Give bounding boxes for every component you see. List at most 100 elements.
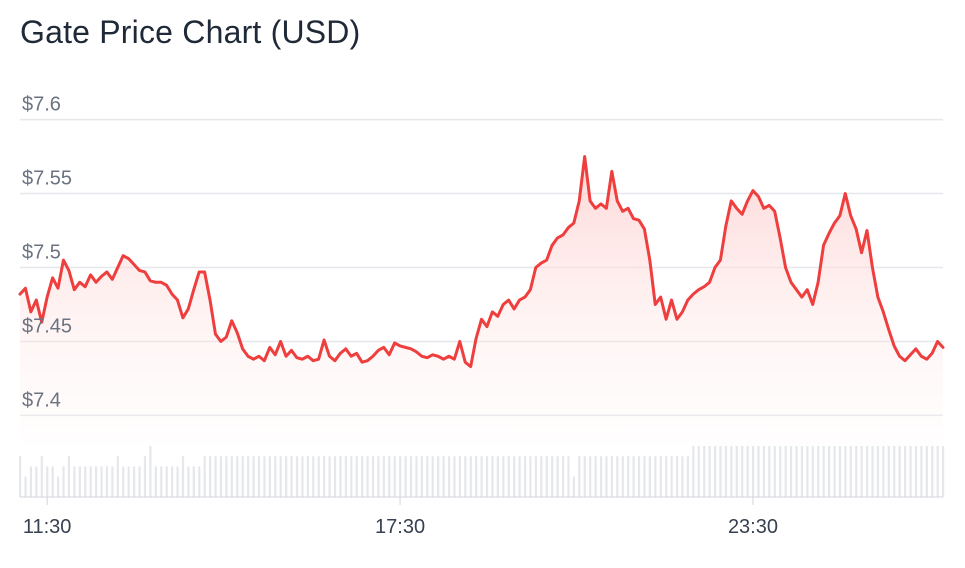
- price-point[interactable]: [671, 299, 673, 301]
- price-point[interactable]: [926, 358, 928, 360]
- price-point[interactable]: [600, 203, 602, 205]
- price-point[interactable]: [546, 259, 548, 261]
- price-point[interactable]: [698, 289, 700, 291]
- price-point[interactable]: [638, 219, 640, 221]
- price-point[interactable]: [258, 355, 260, 357]
- price-point[interactable]: [573, 222, 575, 224]
- price-point[interactable]: [46, 296, 48, 298]
- price-point[interactable]: [19, 293, 21, 295]
- price-point[interactable]: [763, 208, 765, 210]
- price-point[interactable]: [117, 267, 119, 269]
- price-point[interactable]: [497, 316, 499, 318]
- price-point[interactable]: [383, 347, 385, 349]
- price-point[interactable]: [513, 308, 515, 310]
- price-point[interactable]: [714, 267, 716, 269]
- price-point[interactable]: [931, 352, 933, 354]
- price-point[interactable]: [502, 304, 504, 306]
- price-point[interactable]: [557, 237, 559, 239]
- price-point[interactable]: [405, 347, 407, 349]
- price-point[interactable]: [302, 358, 304, 360]
- price-point[interactable]: [584, 156, 586, 158]
- price-point[interactable]: [106, 271, 108, 273]
- price-point[interactable]: [828, 233, 830, 235]
- price-point[interactable]: [850, 215, 852, 217]
- price-point[interactable]: [644, 228, 646, 230]
- price-point[interactable]: [144, 271, 146, 273]
- price-point[interactable]: [904, 360, 906, 362]
- price-point[interactable]: [578, 200, 580, 202]
- price-point[interactable]: [150, 280, 152, 282]
- price-point[interactable]: [535, 267, 537, 269]
- price-point[interactable]: [345, 348, 347, 350]
- price-point[interactable]: [475, 338, 477, 340]
- price-point[interactable]: [73, 289, 75, 291]
- price-point[interactable]: [942, 347, 944, 349]
- price-point[interactable]: [155, 281, 157, 283]
- price-point[interactable]: [25, 287, 27, 289]
- price-point[interactable]: [361, 361, 363, 363]
- price-point[interactable]: [318, 358, 320, 360]
- price-point[interactable]: [752, 190, 754, 192]
- price-point[interactable]: [193, 289, 195, 291]
- price-point[interactable]: [872, 267, 874, 269]
- price-point[interactable]: [188, 308, 190, 310]
- price-point[interactable]: [133, 264, 135, 266]
- price-point[interactable]: [492, 311, 494, 313]
- price-point[interactable]: [399, 345, 401, 347]
- price-point[interactable]: [595, 208, 597, 210]
- price-point[interactable]: [682, 311, 684, 313]
- price-point[interactable]: [611, 171, 613, 173]
- price-point[interactable]: [122, 255, 124, 257]
- price-point[interactable]: [823, 245, 825, 247]
- price-point[interactable]: [274, 354, 276, 356]
- price-point[interactable]: [242, 348, 244, 350]
- price-point[interactable]: [128, 258, 130, 260]
- price-point[interactable]: [888, 329, 890, 331]
- price-point[interactable]: [160, 281, 162, 283]
- price-point[interactable]: [101, 276, 103, 278]
- price-point[interactable]: [166, 284, 168, 286]
- price-point[interactable]: [95, 281, 97, 283]
- price-point[interactable]: [481, 318, 483, 320]
- price-point[interactable]: [367, 360, 369, 362]
- price-point[interactable]: [291, 350, 293, 352]
- price-point[interactable]: [920, 355, 922, 357]
- price-point[interactable]: [84, 286, 86, 288]
- price-point[interactable]: [758, 196, 760, 198]
- price-point[interactable]: [448, 355, 450, 357]
- price-point[interactable]: [253, 358, 255, 360]
- price-point[interactable]: [296, 357, 298, 359]
- price-point[interactable]: [551, 245, 553, 247]
- price-point[interactable]: [806, 289, 808, 291]
- price-point[interactable]: [660, 296, 662, 298]
- price-point[interactable]: [486, 326, 488, 328]
- price-point[interactable]: [350, 355, 352, 357]
- price-point[interactable]: [519, 299, 521, 301]
- price-point[interactable]: [329, 355, 331, 357]
- price-point[interactable]: [524, 296, 526, 298]
- price-point[interactable]: [90, 274, 92, 276]
- price-point[interactable]: [616, 200, 618, 202]
- price-point[interactable]: [508, 299, 510, 301]
- price-point[interactable]: [378, 350, 380, 352]
- price-point[interactable]: [285, 355, 287, 357]
- price-point[interactable]: [839, 215, 841, 217]
- price-point[interactable]: [703, 286, 705, 288]
- price-point[interactable]: [340, 352, 342, 354]
- price-line[interactable]: [18, 155, 945, 369]
- price-point[interactable]: [779, 237, 781, 239]
- price-point[interactable]: [464, 361, 466, 363]
- price-point[interactable]: [204, 271, 206, 273]
- price-point[interactable]: [312, 360, 314, 362]
- price-point[interactable]: [307, 355, 309, 357]
- price-point[interactable]: [562, 234, 564, 236]
- price-point[interactable]: [736, 208, 738, 210]
- price-point[interactable]: [530, 289, 532, 291]
- price-point[interactable]: [866, 230, 868, 232]
- price-point[interactable]: [247, 355, 249, 357]
- price-point[interactable]: [52, 277, 54, 279]
- price-point[interactable]: [198, 271, 200, 273]
- price-point[interactable]: [215, 333, 217, 335]
- price-point[interactable]: [372, 355, 374, 357]
